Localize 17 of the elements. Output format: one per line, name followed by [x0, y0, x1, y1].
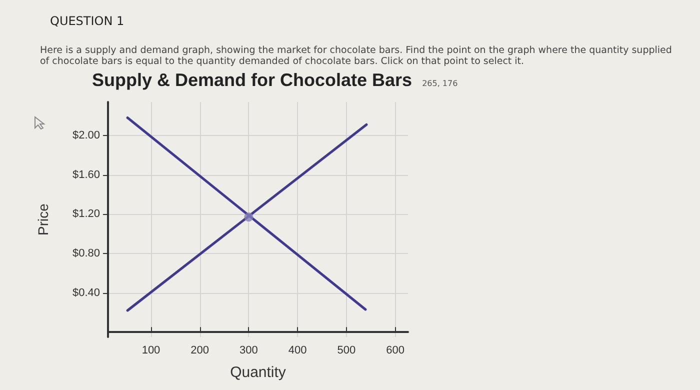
- text: QUESTION 1: [50, 14, 124, 28]
- y-tick-label: $0.40: [72, 286, 100, 299]
- x-axis-title: Quantity: [230, 364, 286, 381]
- y-tick-label: $1.60: [72, 168, 100, 181]
- x-tick-label: 200: [190, 344, 210, 356]
- text: Here is a supply and demand graph, showing the market for chocolate bars. Find the point on the graph where the quantity supplied of chocolate bars is equal to the quantity demanded of chocolate bars. Click on that point to select it.: [40, 45, 673, 67]
- y-tick-label: $1.20: [72, 208, 100, 220]
- text: 265, 176: [422, 79, 458, 88]
- x-tick-label: 100: [142, 344, 160, 356]
- y-tick-label: $0.80: [72, 247, 100, 260]
- chart-title: Supply & Demand for Chocolate Bars: [92, 70, 412, 91]
- x-tick-label: 300: [240, 344, 258, 356]
- x-tick-label: 400: [288, 344, 307, 356]
- y-axis-title: Price: [35, 203, 51, 236]
- y-tick-label: $2.00: [72, 129, 100, 142]
- x-tick-label: 500: [337, 344, 356, 356]
- x-tick-label: 600: [386, 344, 404, 356]
